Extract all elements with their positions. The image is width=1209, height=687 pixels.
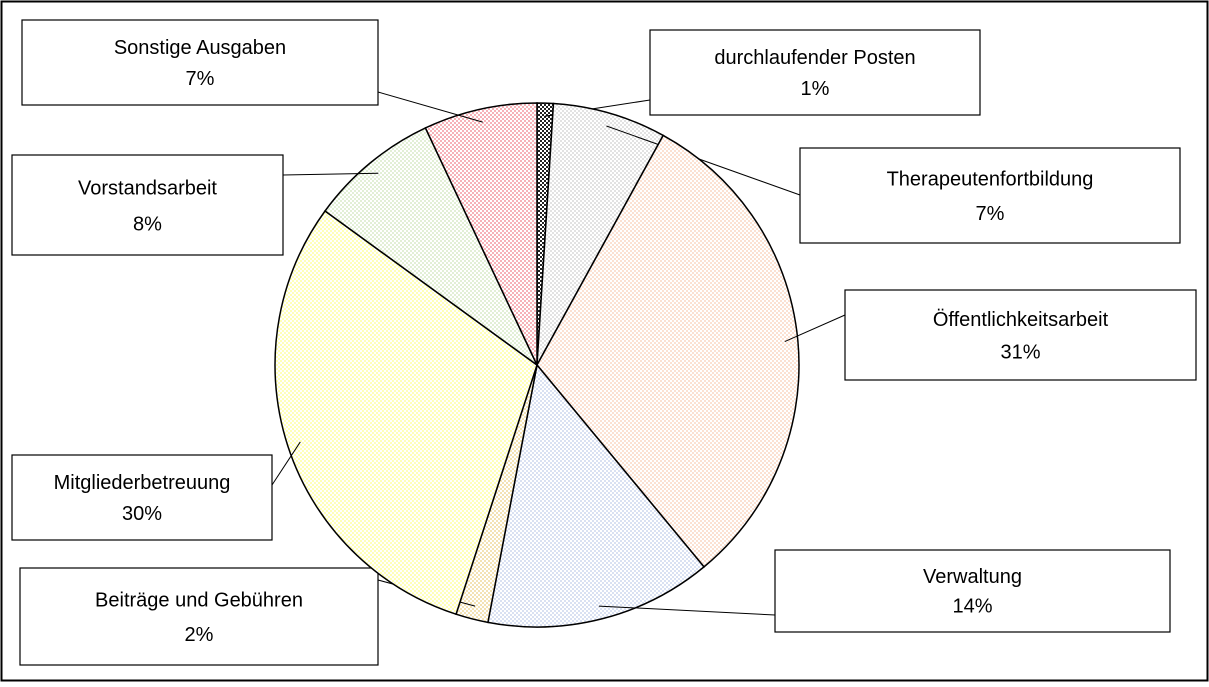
value-label: 7% (976, 203, 1005, 225)
leader-line (377, 91, 483, 123)
value-label: 2% (185, 624, 214, 646)
slice-label: Sonstige Ausgaben (114, 37, 286, 59)
slice-label: Mitgliederbetreuung (54, 472, 231, 494)
leader-line (784, 314, 846, 343)
label-box (11, 154, 284, 256)
label-box (21, 19, 379, 106)
value-label: 1% (801, 78, 830, 100)
value-label: 8% (133, 213, 162, 235)
pie-slice (323, 126, 538, 366)
label-box (11, 454, 273, 541)
leader-line (606, 125, 801, 196)
slice-label: Beiträge und Gebühren (95, 589, 303, 611)
label-box (844, 289, 1197, 381)
value-label: 7% (186, 68, 215, 90)
label-box (649, 29, 981, 116)
pie-slice (424, 102, 538, 366)
leader-line (271, 441, 301, 486)
pie-slice (536, 102, 665, 366)
label-box (19, 567, 379, 666)
label-box (774, 549, 1171, 633)
leader-line (282, 172, 379, 176)
slice-label: Therapeutenfortbildung (887, 169, 1094, 191)
pie-slice (487, 363, 706, 628)
leader-line (598, 605, 776, 616)
value-label: 14% (952, 596, 992, 618)
slice-label: Verwaltung (923, 566, 1022, 588)
pie-slice (536, 134, 800, 568)
value-label: 31% (1000, 341, 1040, 363)
value-label: 30% (122, 503, 162, 525)
pie-slice (274, 209, 538, 616)
label-box (799, 147, 1181, 244)
slice-label: durchlaufender Posten (714, 47, 915, 69)
slice-label: Vorstandsarbeit (78, 177, 217, 199)
slice-label: Öffentlichkeitsarbeit (933, 309, 1109, 331)
